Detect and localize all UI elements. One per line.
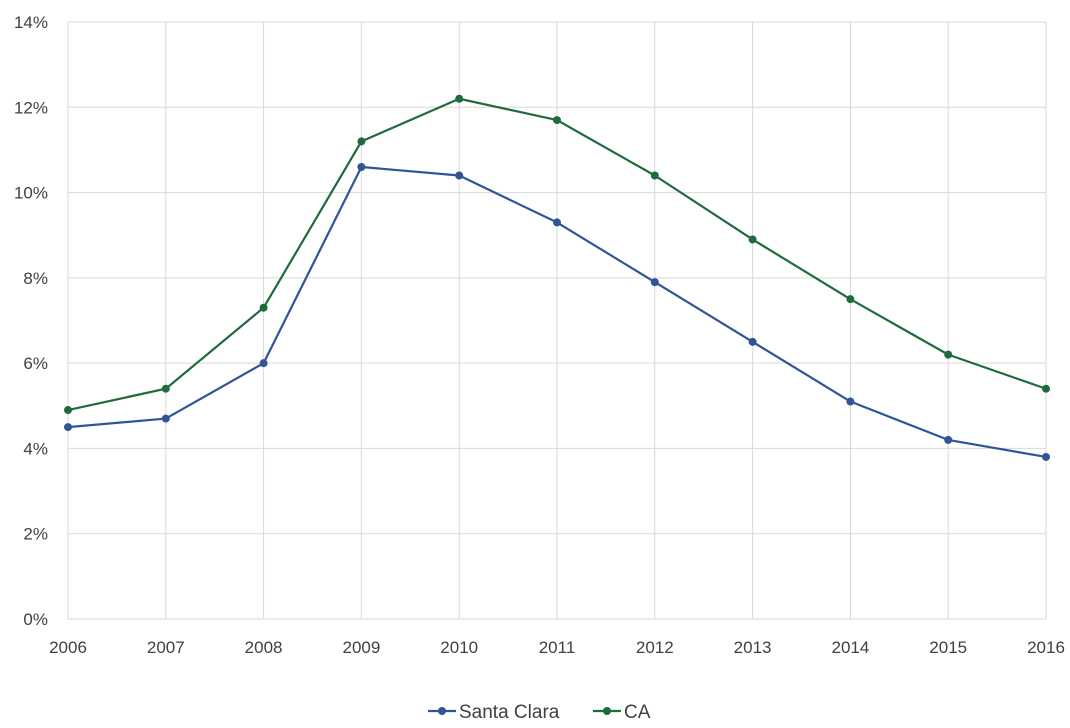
data-point — [259, 303, 268, 312]
y-tick-label: 14% — [14, 13, 48, 32]
data-point — [455, 94, 464, 103]
legend-dot-marker — [603, 707, 611, 715]
data-point — [259, 359, 268, 368]
data-point — [553, 116, 561, 125]
series-santa-clara — [64, 162, 1050, 461]
data-point — [1042, 452, 1050, 461]
x-tick-label: 2010 — [440, 638, 478, 657]
data-point — [161, 384, 170, 393]
data-point — [64, 423, 72, 432]
data-point — [161, 414, 170, 423]
data-point — [357, 162, 366, 171]
data-point — [846, 295, 855, 304]
data-point — [357, 137, 366, 146]
x-tick-label: 2015 — [929, 638, 967, 657]
legend-label: CA — [624, 702, 651, 723]
series-ca — [64, 94, 1050, 415]
data-point — [748, 235, 757, 244]
y-tick-label: 8% — [23, 269, 48, 288]
legend: Santa Clara CA — [428, 702, 651, 723]
data-point — [64, 406, 72, 415]
x-tick-label: 2016 — [1027, 638, 1065, 657]
series-layer — [64, 94, 1050, 461]
x-tick-label: 2011 — [539, 638, 576, 657]
x-tick-label: 2014 — [831, 638, 869, 657]
data-point — [944, 435, 953, 444]
x-tick-label: 2007 — [147, 638, 185, 657]
legend-dot-marker — [438, 707, 446, 715]
axis-layer: 0% 2% 4% 6% 8% 10% 12% 14% 2006 2007 2008 2009 2010 2… — [14, 13, 1065, 657]
y-tick-label: 10% — [14, 184, 48, 203]
data-point — [455, 171, 464, 180]
x-tick-label: 2008 — [245, 638, 283, 657]
legend-item: Santa Clara — [428, 702, 560, 723]
legend-item: CA — [593, 702, 651, 723]
data-point — [650, 171, 659, 180]
x-tick-label: 2009 — [342, 638, 380, 657]
y-tick-label: 4% — [23, 439, 48, 458]
data-point — [1042, 384, 1050, 393]
data-point — [944, 350, 953, 359]
x-tick-label: 2012 — [636, 638, 674, 657]
grid-layer — [67, 21, 1047, 620]
y-tick-label: 0% — [23, 610, 48, 629]
y-tick-label: 6% — [23, 354, 48, 373]
y-tick-label: 12% — [14, 98, 48, 117]
data-point — [553, 218, 561, 227]
x-tick-label: 2013 — [734, 638, 772, 657]
data-point — [650, 278, 659, 287]
data-point — [748, 337, 757, 346]
legend-label: Santa Clara — [459, 702, 560, 723]
data-point — [846, 397, 855, 406]
y-tick-label: 2% — [23, 525, 48, 544]
x-tick-label: 2006 — [49, 638, 87, 657]
